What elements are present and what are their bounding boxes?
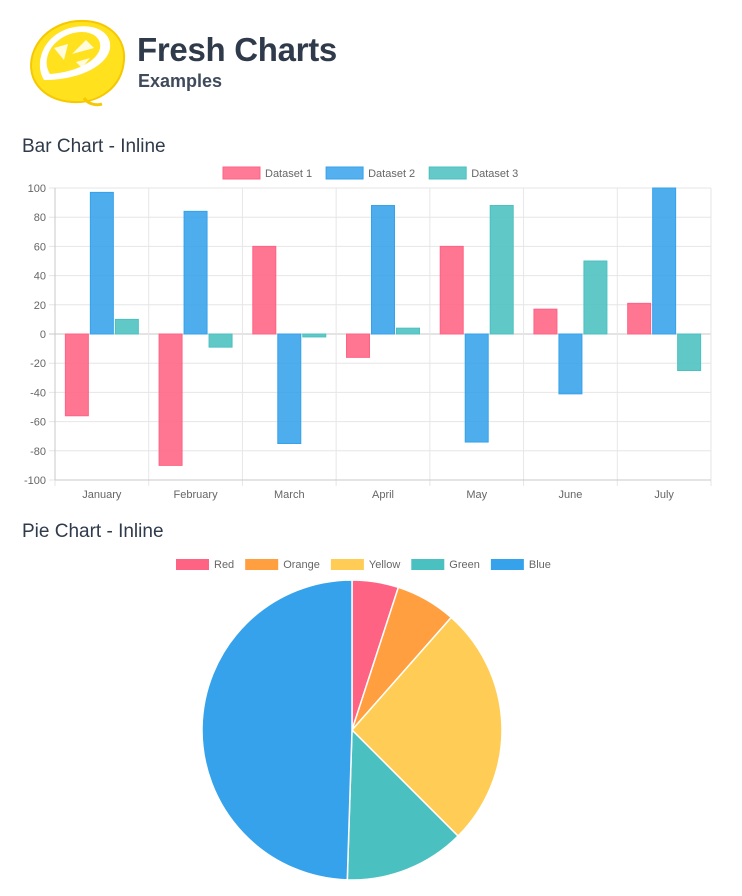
lemon-icon bbox=[30, 19, 126, 107]
x-tick-label: July bbox=[654, 489, 674, 501]
legend-item: Dataset 1 bbox=[222, 166, 312, 180]
legend-item: Red bbox=[176, 559, 234, 571]
bar bbox=[183, 210, 208, 335]
legend-swatch bbox=[176, 559, 209, 570]
legend-swatch bbox=[325, 166, 364, 180]
bar bbox=[64, 333, 89, 417]
bar bbox=[395, 327, 420, 335]
legend-label: Red bbox=[214, 559, 234, 571]
legend-label: Dataset 1 bbox=[265, 168, 312, 180]
bar bbox=[533, 308, 558, 335]
y-tick-label: -20 bbox=[30, 358, 46, 370]
legend-swatch bbox=[245, 559, 279, 570]
bar bbox=[346, 333, 371, 358]
legend-swatch bbox=[428, 166, 467, 180]
y-tick-label: 40 bbox=[34, 271, 46, 283]
legend-item: Dataset 2 bbox=[325, 166, 415, 180]
bar bbox=[489, 205, 514, 335]
bar bbox=[89, 191, 114, 335]
bar bbox=[558, 333, 583, 395]
legend-swatch bbox=[490, 559, 524, 570]
brand-title: Fresh Charts bbox=[137, 31, 337, 68]
pie-slices bbox=[201, 579, 503, 881]
bar bbox=[464, 333, 489, 443]
bar bbox=[677, 333, 702, 371]
pie-slice bbox=[346, 728, 460, 881]
bar bbox=[583, 260, 608, 335]
bar bbox=[627, 302, 652, 335]
bar bbox=[652, 187, 677, 335]
x-tick-label: March bbox=[274, 489, 305, 501]
x-tick-label: April bbox=[372, 489, 394, 501]
y-tick-label: -40 bbox=[30, 387, 46, 399]
legend-swatch bbox=[222, 166, 261, 180]
y-tick-label: 60 bbox=[34, 241, 46, 253]
x-tick-label: January bbox=[82, 489, 122, 501]
y-tick-label: -60 bbox=[30, 417, 46, 429]
legend-label: Orange bbox=[283, 559, 320, 571]
legend-item: Dataset 3 bbox=[428, 166, 518, 180]
bar bbox=[252, 245, 277, 335]
y-tick-label: -100 bbox=[24, 475, 46, 487]
x-tick-label: May bbox=[466, 489, 487, 501]
pie-slice bbox=[350, 616, 503, 838]
legend-label: Dataset 3 bbox=[471, 168, 518, 180]
pie-chart-title: Pie Chart - Inline bbox=[22, 521, 164, 542]
bar bbox=[208, 333, 233, 348]
y-tick-label: -80 bbox=[30, 446, 46, 458]
bar bbox=[277, 333, 302, 444]
bar-chart-title: Bar Chart - Inline bbox=[22, 136, 166, 157]
legend-label: Green bbox=[449, 559, 480, 571]
bar bbox=[439, 245, 464, 335]
bar-chart: Dataset 1 Dataset 2 Dataset 3 -100 -80 -60 -40… bbox=[24, 166, 712, 501]
bar bbox=[371, 205, 395, 335]
y-tick-label: 100 bbox=[28, 183, 46, 195]
brand-subtitle: Examples bbox=[138, 71, 223, 91]
pie-slice bbox=[201, 579, 353, 881]
legend-swatch bbox=[411, 559, 445, 570]
bar-legend: Dataset 1 Dataset 2 Dataset 3 bbox=[222, 166, 518, 180]
bar bbox=[114, 318, 139, 335]
legend-swatch bbox=[330, 559, 364, 570]
pie-legend: Red Orange Yellow Green Blue bbox=[176, 559, 551, 571]
header: Fresh Charts Examples bbox=[0, 0, 742, 110]
legend-item: Orange bbox=[245, 559, 320, 571]
legend-item: Yellow bbox=[330, 559, 400, 571]
y-tick-label: 80 bbox=[34, 212, 46, 224]
legend-item: Green bbox=[411, 559, 480, 571]
legend-label: Blue bbox=[529, 559, 551, 571]
x-tick-label: June bbox=[558, 489, 582, 501]
y-tick-label: 20 bbox=[34, 300, 46, 312]
bar bbox=[302, 333, 327, 338]
y-tick-label: 0 bbox=[40, 329, 46, 341]
bar bbox=[158, 333, 183, 466]
legend-item: Blue bbox=[490, 559, 551, 571]
legend-label: Yellow bbox=[369, 559, 400, 571]
bar-series bbox=[64, 187, 702, 466]
pie-chart: Red Orange Yellow Green Blue bbox=[176, 559, 551, 881]
x-tick-label: February bbox=[174, 489, 219, 501]
legend-label: Dataset 2 bbox=[368, 168, 415, 180]
